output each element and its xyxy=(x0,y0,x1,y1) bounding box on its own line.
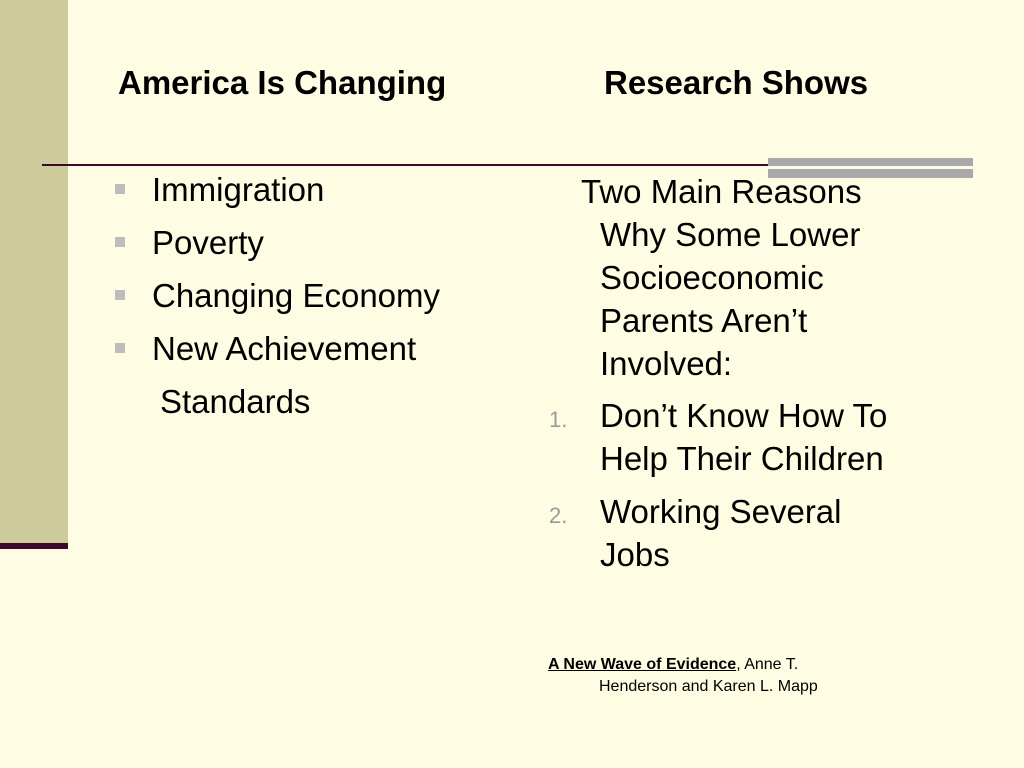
right-heading: Research Shows xyxy=(604,64,869,101)
citation-title: A New Wave of Evidence xyxy=(548,656,737,673)
reason-line: Jobs xyxy=(600,536,670,573)
intro-line: Involved: xyxy=(600,345,733,382)
intro-line: Parents Aren’t xyxy=(600,302,808,339)
reasons-list: 1. Don’t Know How To Help Their Children… xyxy=(545,394,985,586)
list-item-text: Poverty xyxy=(152,224,264,261)
reasons-intro: Two Main Reasons Why Some Lower Socioeco… xyxy=(581,170,981,385)
reason-line: Help Their Children xyxy=(600,440,884,477)
reason-line: Don’t Know How To xyxy=(600,397,888,434)
change-list: Immigration Poverty Changing Economy New… xyxy=(112,170,532,435)
left-heading: America Is Changing xyxy=(118,64,447,101)
sidebar-accent-line xyxy=(0,543,68,549)
list-number: 2. xyxy=(549,503,568,528)
intro-line: Socioeconomic xyxy=(600,259,824,296)
header-divider xyxy=(42,164,972,166)
list-item-text: Changing Economy xyxy=(152,277,441,314)
square-bullet-icon xyxy=(115,184,125,194)
list-item-text: New Achievement xyxy=(152,330,417,367)
square-bullet-icon xyxy=(115,343,125,353)
citation: A New Wave of Evidence, Anne T. Henderso… xyxy=(548,654,988,698)
list-item: Poverty xyxy=(112,223,532,276)
decorative-sidebar xyxy=(0,0,68,545)
list-item: 1. Don’t Know How To Help Their Children xyxy=(545,394,985,480)
citation-authors: , Anne T. xyxy=(736,656,799,673)
list-item: New Achievement xyxy=(112,329,532,382)
intro-line: Why Some Lower xyxy=(600,216,861,253)
list-number: 1. xyxy=(549,407,568,432)
list-item-text: Immigration xyxy=(152,171,325,208)
square-bullet-icon xyxy=(115,290,125,300)
divider-accent-gap xyxy=(768,166,973,169)
square-bullet-icon xyxy=(115,237,125,247)
list-item-continuation: Standards xyxy=(160,383,311,420)
reason-line: Working Several xyxy=(600,493,842,530)
list-item: 2. Working Several Jobs xyxy=(545,490,985,576)
list-item: Immigration xyxy=(112,170,532,223)
citation-authors-continued: Henderson and Karen L. Mapp xyxy=(599,678,818,695)
list-item: Changing Economy xyxy=(112,276,532,329)
intro-line: Two Main Reasons xyxy=(581,173,862,210)
